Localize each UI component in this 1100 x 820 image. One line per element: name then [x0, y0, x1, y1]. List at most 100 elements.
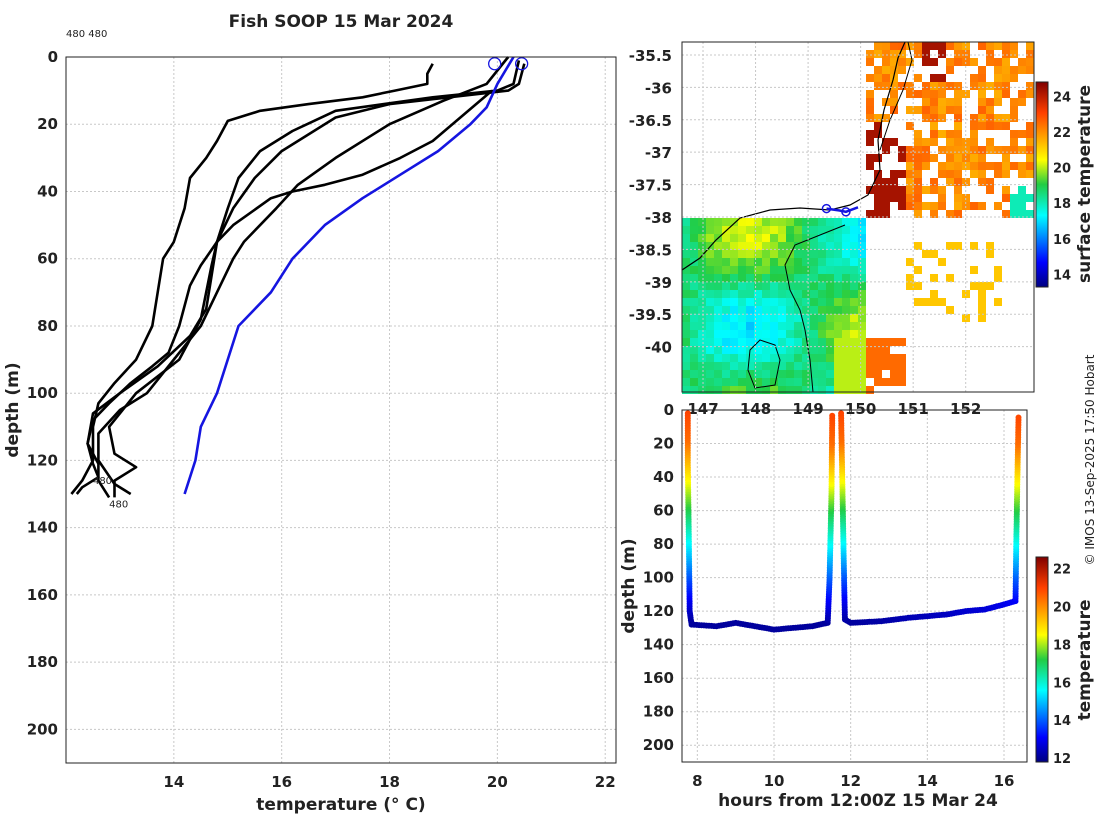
sst-pixel — [738, 218, 746, 226]
sst-pixel — [890, 138, 898, 146]
temperature-colorbar-tick-label: 20 — [1053, 600, 1071, 615]
section-x-tick-label: 16 — [994, 772, 1015, 790]
profile-line — [86, 89, 493, 499]
chart-title: Fish SOOP 15 Mar 2024 — [229, 12, 454, 32]
sst-pixel — [794, 370, 802, 378]
sst-pixel — [698, 282, 706, 290]
sst-pixel — [954, 210, 962, 218]
sst-pixel — [754, 314, 762, 322]
sst-pixel — [834, 250, 842, 258]
sst-pixel — [834, 354, 842, 362]
sst-pixel — [1010, 194, 1018, 202]
sst-pixel — [794, 322, 802, 330]
sst-pixel — [706, 330, 714, 338]
section-x-tick-label: 10 — [764, 772, 785, 790]
sst-pixel — [834, 314, 842, 322]
sst-pixel — [842, 258, 850, 266]
sst-pixel — [818, 330, 826, 338]
sst-pixel — [834, 370, 842, 378]
sst-pixel — [914, 194, 922, 202]
sst-pixel — [954, 154, 962, 162]
sst-pixel — [746, 298, 754, 306]
sst-pixel — [970, 58, 978, 66]
section-y-tick-label: 20 — [653, 435, 674, 453]
sst-pixel — [714, 322, 722, 330]
sst-pixel — [930, 42, 938, 50]
sst-pixel — [714, 250, 722, 258]
sst-pixel — [914, 242, 922, 250]
sst-pixel — [922, 82, 930, 90]
sst-pixel — [770, 314, 778, 322]
sst-pixel — [698, 258, 706, 266]
x-tick-label: 22 — [595, 773, 616, 791]
sst-pixel — [786, 362, 794, 370]
sst-pixel — [922, 186, 930, 194]
sst-pixel — [786, 314, 794, 322]
sst-pixel — [754, 354, 762, 362]
sst-pixel — [754, 378, 762, 386]
sst-pixel — [930, 186, 938, 194]
sst-pixel — [746, 322, 754, 330]
sst-pixel — [762, 362, 770, 370]
sst-pixel — [722, 362, 730, 370]
sst-pixel — [866, 58, 874, 66]
sst-pixel — [754, 362, 762, 370]
temperature-colorbar-ticks: 12 14 16 18 20 22 — [1053, 562, 1071, 767]
sst-pixel — [738, 378, 746, 386]
sst-pixel — [954, 162, 962, 170]
sst-pixel — [994, 42, 1002, 50]
sst-pixel — [842, 338, 850, 346]
sst-pixel — [810, 282, 818, 290]
sst-pixel — [682, 282, 690, 290]
sst-pixel — [842, 250, 850, 258]
sst-pixel — [1010, 146, 1018, 154]
sst-pixel — [850, 234, 858, 242]
sst-pixel — [714, 266, 722, 274]
sst-pixel — [994, 298, 1002, 306]
sst-pixel — [810, 298, 818, 306]
sst-pixel — [1026, 162, 1034, 170]
sst-pixel — [810, 338, 818, 346]
sst-pixel — [946, 146, 954, 154]
sst-pixel — [938, 146, 946, 154]
sst-pixel — [938, 114, 946, 122]
sst-pixel — [834, 290, 842, 298]
sst-pixel — [946, 306, 954, 314]
sst-pixel — [1010, 202, 1018, 210]
sst-pixel — [946, 242, 954, 250]
sst-pixel — [858, 234, 866, 242]
sst-pixel — [834, 226, 842, 234]
profile-line — [97, 56, 510, 496]
sst-pixel — [850, 362, 858, 370]
sst-pixel — [754, 234, 762, 242]
sst-pixel — [882, 210, 890, 218]
sst-pixel — [1002, 66, 1010, 74]
sst-pixel — [954, 138, 962, 146]
sst-pixel — [1018, 186, 1026, 194]
sst-pixel — [986, 106, 994, 114]
sst-pixel — [938, 202, 946, 210]
sst-pixel — [778, 306, 786, 314]
sst-pixel — [1002, 114, 1010, 122]
sst-pixel — [874, 42, 882, 50]
sst-pixel — [706, 218, 714, 226]
sst-pixel — [730, 266, 738, 274]
sst-pixel — [834, 338, 842, 346]
sst-pixel — [930, 82, 938, 90]
sst-pixel — [810, 330, 818, 338]
temperature-colorbar-tick-label: 18 — [1053, 638, 1071, 653]
sst-pixel — [826, 274, 834, 282]
sst-pixel — [994, 162, 1002, 170]
sst-pixel — [858, 282, 866, 290]
sst-pixel — [842, 290, 850, 298]
sst-pixel — [682, 346, 690, 354]
sst-pixel — [1002, 90, 1010, 98]
sst-pixel — [1002, 146, 1010, 154]
sst-pixel — [818, 346, 826, 354]
sst-colorbar-tick-label: 22 — [1053, 126, 1071, 141]
sst-pixel — [970, 74, 978, 82]
sst-pixel — [818, 290, 826, 298]
sst-pixel — [930, 154, 938, 162]
sst-pixel — [850, 266, 858, 274]
sst-pixel — [882, 58, 890, 66]
